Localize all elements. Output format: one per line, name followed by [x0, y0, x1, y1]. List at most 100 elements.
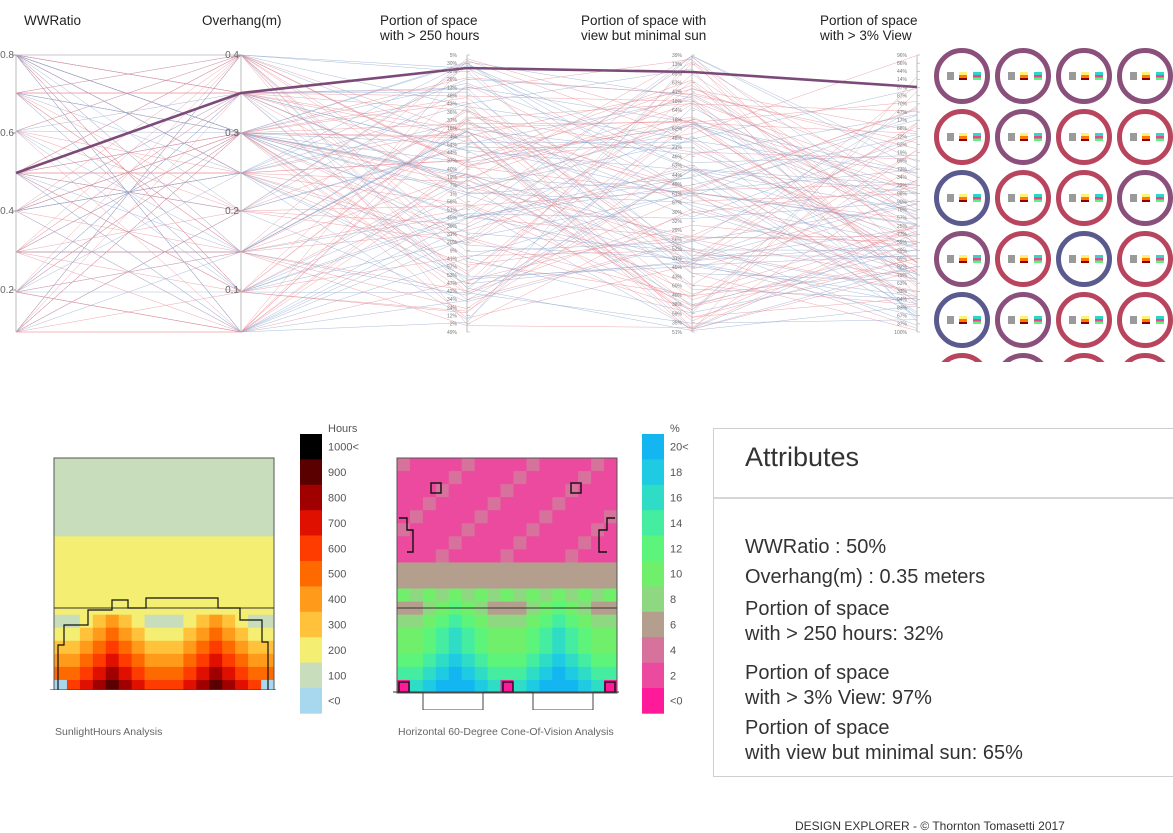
heatmap-cell — [461, 588, 476, 603]
axis-tick-label: 13% — [672, 62, 683, 68]
heatmap-cell — [54, 627, 68, 642]
axis-tick-label: 19% — [447, 175, 458, 181]
thumbnail-mini-analysis — [1156, 316, 1164, 324]
heatmap-cell — [422, 575, 437, 589]
heatmap-cell — [183, 549, 197, 563]
design-thumbnail[interactable] — [1056, 170, 1112, 226]
heatmap-cell — [435, 627, 450, 642]
design-thumbnail[interactable] — [995, 353, 1051, 362]
heatmap-cell — [409, 510, 424, 524]
heatmap-cell — [578, 549, 592, 563]
view-marker-top-right — [570, 482, 582, 494]
heatmap-cell — [235, 562, 249, 576]
design-thumbnail[interactable] — [995, 292, 1051, 348]
heatmap-cell — [157, 549, 171, 563]
heatmap-cell — [170, 497, 184, 511]
parallel-coordinates-plot[interactable]: 0.8 0.6 0.4 0.2 0.4 0.3 0.2 0.1 5% 30% 52% 26% 13% 48… — [0, 0, 930, 345]
heatmap-cell — [500, 640, 514, 655]
axis-tick-label: 100% — [894, 330, 907, 336]
heatmap-cell — [461, 471, 476, 485]
heatmap-cell — [235, 497, 249, 511]
heatmap-cell — [448, 497, 463, 511]
axis-tick-label: 20% — [447, 240, 458, 246]
heatmap-cell — [79, 510, 94, 524]
selected-design-line[interactable] — [15, 66, 918, 175]
design-thumbnail[interactable] — [1117, 292, 1173, 348]
heatmap-cell — [591, 653, 605, 668]
heatmap-cell — [487, 575, 501, 589]
design-thumbnail[interactable] — [1117, 353, 1173, 362]
heatmap-cell — [54, 614, 68, 629]
design-thumbnail[interactable] — [995, 48, 1051, 104]
thumbnail-mini-analysis — [1020, 133, 1028, 141]
heatmap-cell — [144, 614, 158, 629]
design-thumbnail[interactable] — [1056, 353, 1112, 362]
heatmap-cell — [248, 458, 262, 472]
thumbnail-mini-analysis — [1156, 194, 1164, 202]
heatmap-cell — [397, 497, 411, 511]
design-thumbnail[interactable] — [1056, 48, 1112, 104]
thumbnail-mini-analysis — [959, 72, 967, 80]
heatmap-cell — [578, 562, 592, 576]
heatmap-cell — [474, 653, 488, 668]
thumbnail-mini-analysis — [1008, 72, 1015, 80]
design-thumbnail[interactable] — [1117, 231, 1173, 287]
parallel-coordinates-chart[interactable]: WWRatio Overhang(m) Portion of space with… — [0, 0, 930, 345]
heatmap-cell — [422, 497, 437, 511]
heatmap-cell — [261, 627, 275, 642]
heatmap-cell — [565, 640, 579, 655]
axis-tick-label: 19% — [897, 151, 908, 157]
heatmap-cell — [500, 549, 514, 563]
heatmap-cell — [578, 536, 592, 550]
design-thumbnail[interactable] — [934, 109, 990, 165]
axis-tick-label: 99% — [897, 256, 908, 262]
heatmap-cell — [157, 614, 171, 629]
design-thumbnail[interactable] — [995, 170, 1051, 226]
heatmap-cell — [578, 523, 592, 537]
axis-tick-label: 44% — [672, 173, 683, 179]
design-thumbnail[interactable] — [1056, 231, 1112, 287]
design-thumbnail[interactable] — [1117, 48, 1173, 104]
design-thumbnail[interactable] — [995, 109, 1051, 165]
design-thumbnail-grid[interactable] — [930, 45, 1173, 362]
heatmap-cell — [500, 484, 514, 498]
heatmap-cell — [157, 588, 171, 603]
design-thumbnail[interactable] — [1056, 292, 1112, 348]
thumbnail-mini-analysis — [1142, 316, 1150, 324]
axis-tick-label: 88% — [897, 126, 908, 132]
heatmap-cell — [157, 523, 171, 537]
design-thumbnail[interactable] — [1117, 170, 1173, 226]
axis-tick-label: 49% — [447, 330, 458, 336]
heatmap-cell — [513, 614, 527, 629]
heatmap-cell — [435, 484, 450, 498]
heatmap-cell — [422, 471, 437, 485]
axis-tick-label: 13% — [447, 85, 458, 91]
axis-tick-label: 98% — [897, 191, 908, 197]
design-thumbnail[interactable] — [934, 48, 990, 104]
heatmap-cell — [118, 458, 133, 472]
design-thumbnail[interactable] — [934, 231, 990, 287]
heatmap-cell — [604, 627, 618, 642]
design-thumbnail[interactable] — [934, 292, 990, 348]
heatmap-cell — [539, 679, 553, 694]
design-thumbnail[interactable] — [1117, 109, 1173, 165]
design-thumbnail[interactable] — [1056, 109, 1112, 165]
design-thumbnail[interactable] — [934, 353, 990, 362]
design-thumbnail[interactable] — [934, 170, 990, 226]
heatmap-cell — [409, 536, 424, 550]
heatmap-cell — [170, 484, 184, 498]
view-marker-left-edge — [399, 517, 414, 553]
heatmap-cell — [105, 614, 120, 629]
heatmap-cell — [118, 562, 133, 576]
thumbnail-mini-analysis — [1008, 316, 1015, 324]
heatmap-cell — [604, 666, 618, 681]
heatmap-cell — [196, 588, 210, 603]
heatmap-cell — [448, 549, 463, 563]
heatmap-cell — [261, 458, 275, 472]
design-thumbnail[interactable] — [995, 231, 1051, 287]
heatmap-cell — [526, 627, 540, 642]
heatmap-cell — [79, 549, 94, 563]
heatmap-cell — [591, 458, 605, 472]
heatmap-cell — [526, 536, 540, 550]
heatmap-cell — [487, 497, 501, 511]
